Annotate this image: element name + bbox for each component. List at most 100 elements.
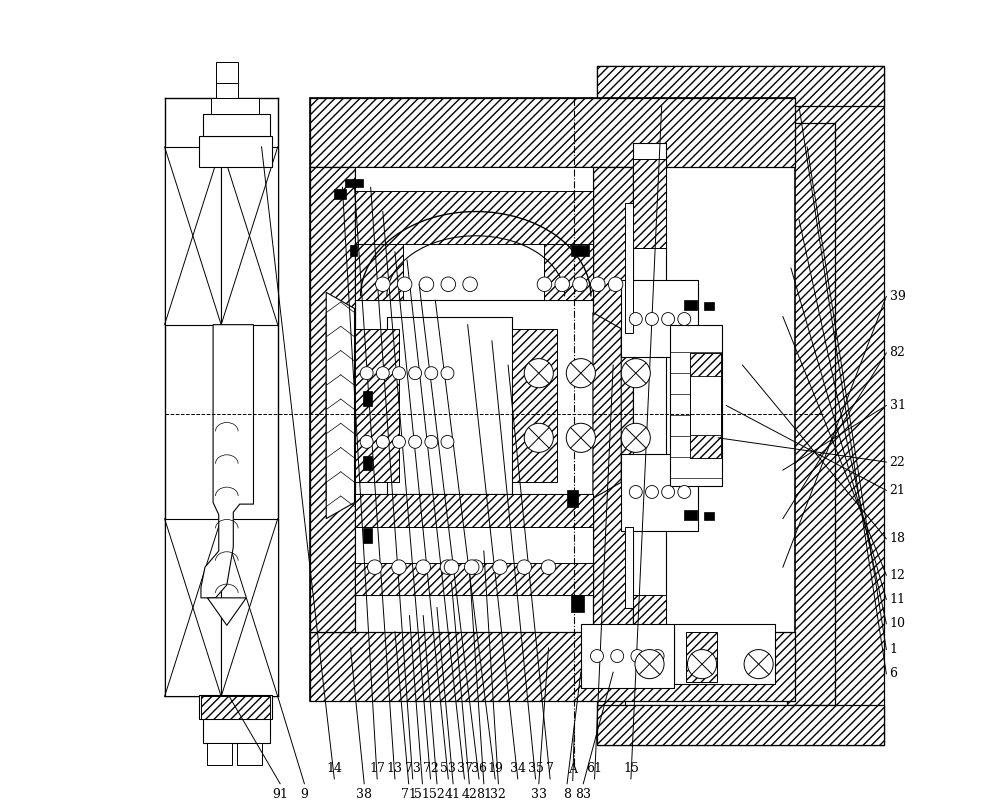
- Bar: [686, 632, 717, 682]
- Circle shape: [651, 650, 664, 663]
- Circle shape: [591, 277, 605, 291]
- Bar: [355, 167, 593, 300]
- Circle shape: [591, 650, 603, 663]
- Text: 17: 17: [369, 762, 385, 775]
- Bar: [544, 244, 593, 300]
- Bar: [355, 495, 593, 526]
- Bar: [203, 719, 270, 744]
- Text: 35: 35: [528, 762, 543, 775]
- Bar: [690, 436, 721, 458]
- Text: A: A: [568, 763, 577, 776]
- Circle shape: [688, 650, 717, 679]
- Circle shape: [621, 358, 650, 388]
- Bar: [363, 528, 372, 543]
- Circle shape: [631, 650, 644, 663]
- Circle shape: [425, 367, 438, 380]
- Text: 72: 72: [423, 762, 438, 775]
- Circle shape: [744, 650, 773, 679]
- Bar: [633, 159, 666, 248]
- Bar: [571, 595, 584, 611]
- Bar: [597, 705, 884, 745]
- Bar: [165, 519, 221, 697]
- Circle shape: [441, 436, 454, 448]
- Text: 15: 15: [623, 762, 639, 775]
- Bar: [670, 324, 722, 487]
- Circle shape: [573, 277, 587, 291]
- Bar: [684, 510, 697, 521]
- Circle shape: [440, 560, 455, 574]
- Circle shape: [416, 560, 430, 574]
- Text: 11: 11: [890, 593, 906, 606]
- Circle shape: [444, 560, 459, 574]
- Bar: [363, 456, 372, 470]
- Circle shape: [678, 312, 691, 325]
- Text: 14: 14: [326, 762, 342, 775]
- Bar: [334, 189, 346, 199]
- Circle shape: [629, 486, 642, 499]
- Text: 1: 1: [890, 643, 898, 656]
- Bar: [201, 697, 270, 719]
- Bar: [567, 491, 578, 507]
- Text: 91: 91: [272, 787, 288, 800]
- Bar: [571, 245, 589, 256]
- Text: 61: 61: [587, 762, 603, 775]
- Bar: [221, 519, 278, 697]
- Circle shape: [566, 358, 595, 388]
- Bar: [355, 191, 593, 244]
- Polygon shape: [201, 324, 253, 598]
- Polygon shape: [326, 292, 355, 519]
- Circle shape: [566, 423, 595, 453]
- Circle shape: [537, 277, 552, 291]
- Text: 8: 8: [563, 787, 571, 800]
- Bar: [363, 391, 372, 406]
- Circle shape: [524, 358, 553, 388]
- Circle shape: [425, 436, 438, 448]
- Circle shape: [376, 277, 390, 291]
- Circle shape: [419, 277, 434, 291]
- Circle shape: [392, 560, 406, 574]
- Text: 22: 22: [890, 456, 905, 469]
- Polygon shape: [207, 598, 246, 625]
- Text: 82: 82: [890, 346, 905, 359]
- Circle shape: [662, 312, 675, 325]
- Bar: [350, 245, 357, 256]
- Bar: [787, 122, 835, 705]
- Circle shape: [555, 277, 570, 291]
- Circle shape: [409, 436, 422, 448]
- Circle shape: [360, 436, 373, 448]
- Polygon shape: [326, 312, 355, 499]
- Circle shape: [393, 367, 405, 380]
- Bar: [581, 624, 674, 689]
- Bar: [704, 302, 714, 310]
- Circle shape: [662, 486, 675, 499]
- Circle shape: [441, 367, 454, 380]
- Bar: [199, 695, 272, 719]
- Circle shape: [376, 367, 389, 380]
- Bar: [387, 316, 512, 495]
- Bar: [690, 353, 721, 375]
- Bar: [633, 143, 666, 684]
- Text: 38: 38: [356, 787, 372, 800]
- Text: 41: 41: [445, 787, 461, 800]
- Bar: [633, 595, 666, 684]
- Circle shape: [468, 560, 483, 574]
- Text: 53: 53: [440, 762, 456, 775]
- Bar: [512, 328, 557, 483]
- Bar: [597, 66, 884, 106]
- Bar: [207, 744, 232, 765]
- Circle shape: [464, 560, 479, 574]
- Text: 39: 39: [890, 290, 905, 303]
- Text: 36: 36: [471, 762, 487, 775]
- Circle shape: [611, 650, 624, 663]
- Bar: [704, 513, 714, 521]
- Bar: [199, 136, 272, 167]
- Circle shape: [645, 312, 658, 325]
- Bar: [211, 97, 259, 114]
- Bar: [216, 62, 238, 83]
- Text: 9: 9: [300, 787, 308, 800]
- Text: 6: 6: [890, 667, 898, 680]
- Text: 81: 81: [476, 787, 492, 800]
- Bar: [593, 167, 633, 632]
- Text: 71: 71: [401, 787, 417, 800]
- Text: 19: 19: [487, 762, 503, 775]
